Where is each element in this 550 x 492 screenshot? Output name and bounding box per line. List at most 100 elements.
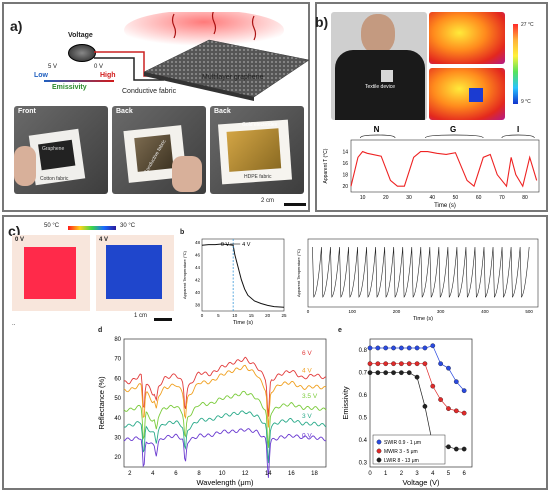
emissivity-point [367,361,373,367]
panel-b: b) Textile device 27 °C 9 °C 14 16 18 20 10 2… [315,2,548,212]
emissivity-point [375,370,381,376]
textile-device-label: Textile device [365,84,396,90]
y-tick-label: 60 [114,376,121,382]
panel-b-tag: b) [315,14,329,30]
emissivity-point [406,361,412,367]
x-tick-label: 25 [281,313,287,318]
graphene-sheet [124,12,309,101]
x-axis-label: Time (s) [413,316,433,322]
emissivity-point [461,388,467,393]
photo-back2-label: Back [214,108,231,115]
x-tick-label: 100 [348,309,356,314]
bracket [501,134,535,139]
x-tick-label: 4 [431,471,435,477]
x-tick-label: 300 [437,309,445,314]
plot-frame [350,139,540,193]
front-graphene-text: Graphene [42,146,65,152]
gold-electrodes-text: Gold electrodes [242,122,278,128]
plot-frame [369,338,473,468]
legend-label: LWIR 8 - 13 μm [384,458,419,464]
x-tick-label: 12 [242,471,249,477]
scale-bar-c [154,318,172,321]
photo-person [331,12,427,120]
cycling-chart: 0 100 200 300 400 500 Time (s) Apparent Tempera… [296,238,539,322]
x-tick-label: 10 [360,195,366,201]
legend-label: SWIR 0.9 - 1 μm [384,440,421,446]
y-tick-label: 18 [342,173,348,179]
x-tick-label: 200 [393,309,401,314]
front-cotton-text: Cotton fabric [40,176,69,182]
emissivity-point [406,345,412,351]
emissivity-point [406,370,412,376]
reflectance-series [123,410,327,464]
y-tick-label: 38 [195,303,201,308]
thermal-colorbar [513,24,518,104]
series-label: 3.5 V [302,393,318,400]
photo-back1-label: Back [116,108,133,115]
photo-back-1 [112,106,206,194]
y-axis-label: Apparent Temperature (°C) [296,248,301,297]
reflectance-series [123,364,327,428]
x-tick-label: 18 [311,471,318,477]
y-tick-label: 14 [342,150,348,156]
colorbar-high: 27 °C [521,22,534,28]
emissivity-point [430,343,436,349]
y-tick-label: 42 [195,278,201,283]
reflectance-series [123,428,327,478]
emissivity-point [422,361,428,367]
step-line [201,243,285,308]
x-tick-label: 30 [406,195,412,201]
emissivity-point [399,370,404,376]
small-dots: .. [12,321,16,327]
v5-label: 5 V [48,64,58,70]
x-tick-label: 400 [481,309,489,314]
y-tick-label: 30 [114,435,121,441]
y-tick-label: 48 [195,240,201,245]
emissivity-point [375,361,381,367]
plot-frame [307,238,539,308]
series-label: 3 V [302,413,312,420]
x-tick-label: 3 [415,471,419,477]
label-0v-img: 0 V [15,237,25,243]
y-tick-label: 70 [114,357,121,363]
emissivity-point [414,374,420,380]
bracket-letter: N [374,125,380,134]
graphene-label: Multilayer graphene [202,74,264,81]
x-tick-label: 4 [151,471,155,477]
emissivity-point [399,361,404,367]
emissivity-point [446,365,451,371]
x-axis-label: Time (s) [233,320,253,326]
legend-label: MWIR 3 - 5 μm [384,449,418,455]
plot-frame [123,338,327,468]
bracket [424,134,484,139]
voltage-knob [68,44,96,62]
low-label: Low [34,72,48,79]
emissivity-point [453,408,459,414]
y-tick-label: 0.4 [359,438,368,444]
emissivity-point [383,361,389,367]
step-label-0v: 0 V [221,242,230,248]
x-tick-label: 15 [249,313,255,318]
plot-frame [201,238,285,312]
x-tick-label: 14 [265,471,272,477]
c-temp-cold: 30 °C [120,223,136,229]
photo-front-label: Front [18,108,36,115]
c-temp-hot: 50 °C [44,223,60,229]
bracket [359,134,396,139]
voltage-label: Voltage [68,32,93,39]
y-axis-label: Apparent Temperature (°C) [182,250,187,299]
emissivity-point [461,410,467,416]
photo-back-2 [210,106,304,194]
scale-label-c: 1 cm [134,313,148,319]
label-4v-img: 4 V [99,237,109,243]
x-tick-label: 60 [476,195,482,201]
scale-label-a: 2 cm [261,198,275,204]
y-axis-label: Reflectance (%) [97,376,106,430]
emissivity-label: Emissivity [52,84,87,91]
scale-bar-a [284,203,306,206]
c-colorbar [68,226,116,230]
legend-box [372,434,446,465]
reflectance-series [123,356,327,417]
